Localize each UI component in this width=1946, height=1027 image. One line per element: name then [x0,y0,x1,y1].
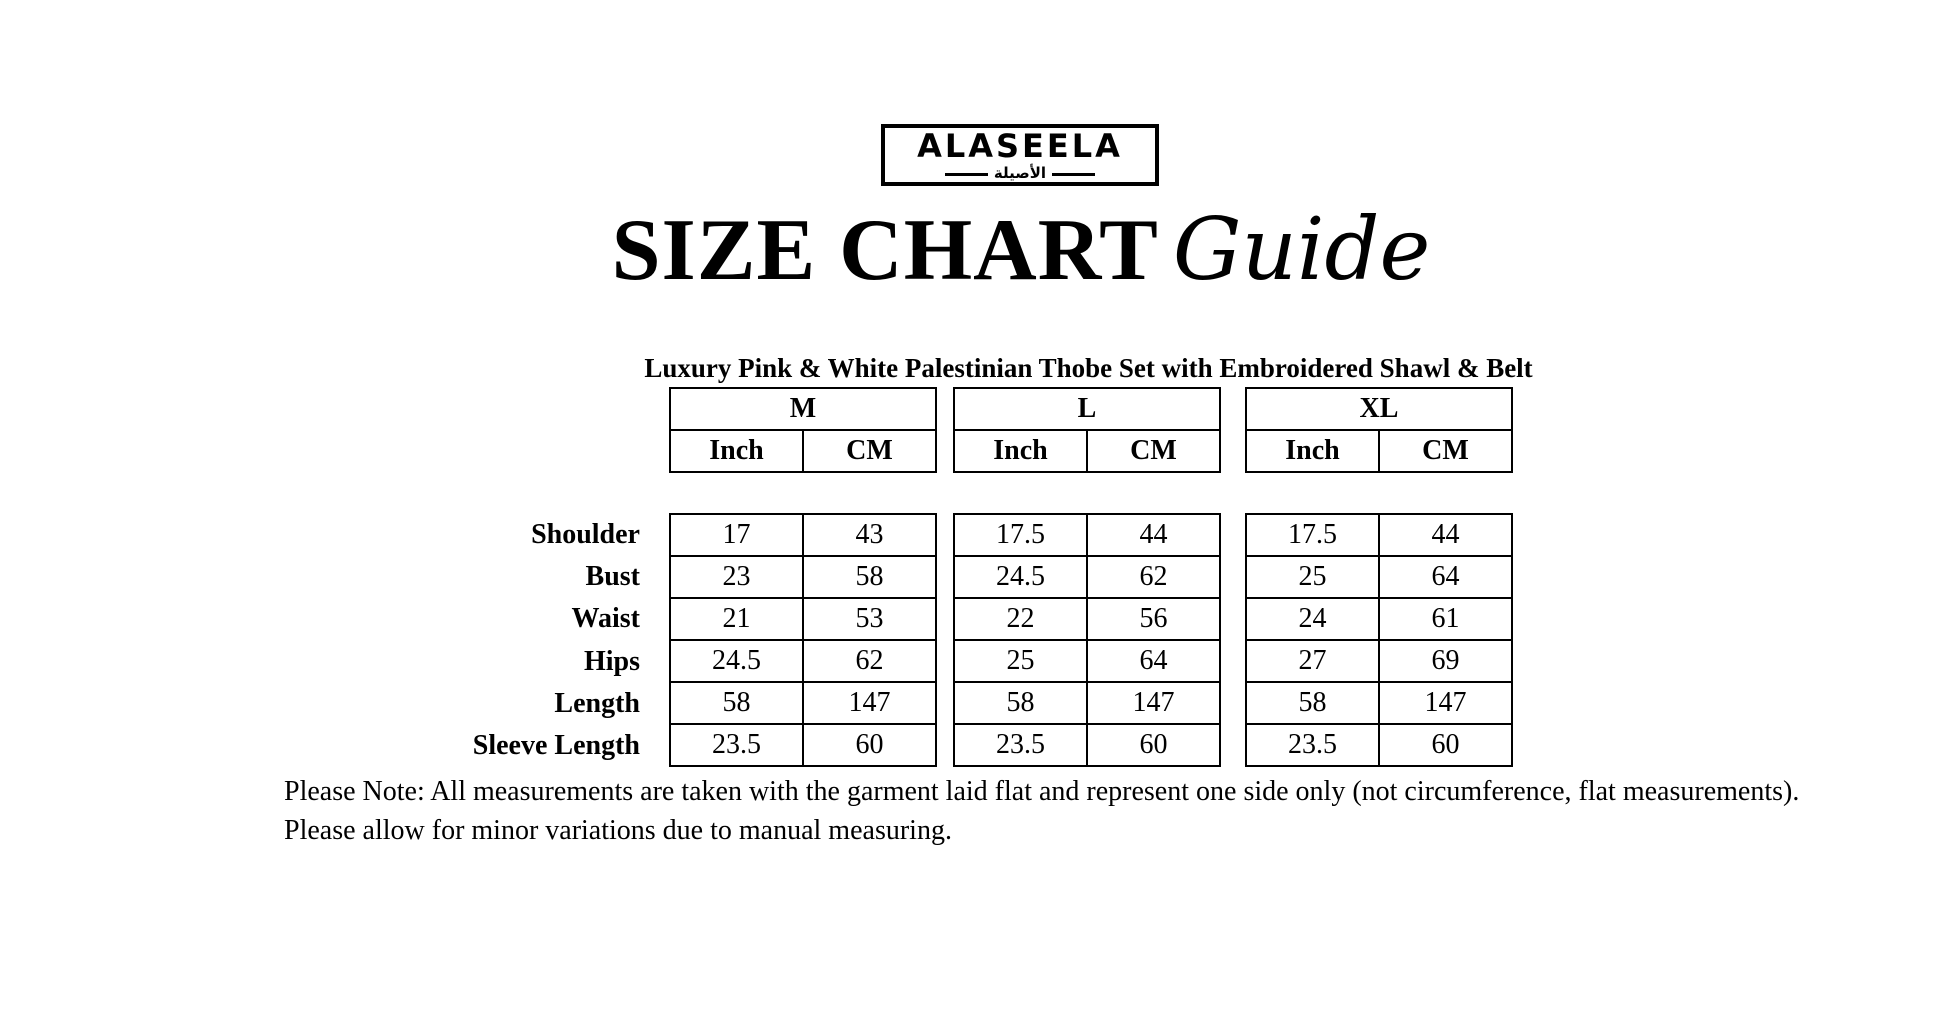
table-row: 21 53 [669,597,937,641]
table-row: 22 56 [953,597,1221,641]
table-row: 25 64 [1245,555,1513,599]
value-cell: 44 [1086,513,1221,557]
value-cell: 58 [669,681,804,725]
value-cell: 58 [802,555,937,599]
table-row: 58 147 [669,681,937,725]
table-row: 24.5 62 [953,555,1221,599]
measurement-label: Hips [583,645,640,677]
value-cell: 25 [1245,555,1380,599]
value-cell: 17 [669,513,804,557]
measurement-label: Waist [571,603,640,635]
logo-text-arabic: الأصيلة [885,164,1155,182]
value-cell: 43 [802,513,937,557]
value-cell: 17.5 [1245,513,1380,557]
unit-header: CM [1378,429,1513,473]
unit-header: CM [802,429,937,473]
table-row: 17.5 44 [1245,513,1513,557]
value-cell: 62 [1086,555,1221,599]
unit-header: Inch [669,429,804,473]
table-row: 58 147 [1245,681,1513,725]
size-header-m: M Inch CM [669,387,937,473]
value-cell: 23.5 [953,723,1088,767]
value-cell: 147 [1378,681,1513,725]
size-name: XL [1245,387,1513,431]
measurement-label: Shoulder [531,519,640,550]
value-cell: 23.5 [1245,723,1380,767]
size-name: M [669,387,937,431]
page-title: SIZE CHART [611,202,1159,299]
table-row: 23 58 [669,555,937,599]
table-row: 23.5 60 [1245,723,1513,767]
measurement-label: Length [554,687,640,719]
table-row: 27 69 [1245,639,1513,683]
value-cell: 23.5 [669,723,804,767]
value-cell: 147 [802,681,937,725]
value-cell: 58 [1245,681,1380,725]
table-row: 23.5 60 [669,723,937,767]
value-cell: 60 [1378,723,1513,767]
value-cell: 64 [1378,555,1513,599]
size-header-xl: XL Inch CM [1245,387,1513,473]
size-header-l: L Inch CM [953,387,1221,473]
value-cell: 25 [953,639,1088,683]
value-cell: 44 [1378,513,1513,557]
value-cell: 22 [953,597,1088,641]
value-cell: 69 [1378,639,1513,683]
value-cell: 27 [1245,639,1380,683]
unit-header: Inch [1245,429,1380,473]
value-cell: 17.5 [953,513,1088,557]
measurement-label: Bust [585,561,640,593]
measurement-note: Please Note: All measurements are taken … [284,776,1800,846]
table-row: 24.5 62 [669,639,937,683]
value-cell: 58 [953,681,1088,725]
unit-header: Inch [953,429,1088,473]
table-row: 23.5 60 [953,723,1221,767]
size-values-m: 17 43 23 58 21 53 24.5 62 58 147 23.5 60 [669,513,937,767]
value-cell: 147 [1086,681,1221,725]
title-block: SIZE CHART Guide [560,200,1482,301]
table-row: 17 43 [669,513,937,557]
value-cell: 64 [1086,639,1221,683]
table-row: 24 61 [1245,597,1513,641]
logo-text-english: ALASEELA [917,127,1123,165]
measurement-label: Sleeve Length [472,729,640,761]
value-cell: 56 [1086,597,1221,641]
unit-header: CM [1086,429,1221,473]
value-cell: 60 [1086,723,1221,767]
value-cell: 21 [669,597,804,641]
value-cell: 60 [802,723,937,767]
value-cell: 24.5 [953,555,1088,599]
size-values-l: 17.5 44 24.5 62 22 56 25 64 58 147 23.5 60 [953,513,1221,767]
value-cell: 53 [802,597,937,641]
value-cell: 24.5 [669,639,804,683]
product-subtitle: Luxury Pink & White Palestinian Thobe Se… [644,353,1533,383]
value-cell: 23 [669,555,804,599]
size-name: L [953,387,1221,431]
measurement-labels: Shoulder Bust Waist Hips Length Sleeve Length [380,513,640,766]
table-row: 25 64 [953,639,1221,683]
value-cell: 61 [1378,597,1513,641]
table-row: 58 147 [953,681,1221,725]
brand-logo: ALASEELA الأصيلة [881,124,1159,186]
size-values-xl: 17.5 44 25 64 24 61 27 69 58 147 23.5 60 [1245,513,1513,767]
title-script: Guide [1172,200,1431,300]
value-cell: 24 [1245,597,1380,641]
table-row: 17.5 44 [953,513,1221,557]
value-cell: 62 [802,639,937,683]
